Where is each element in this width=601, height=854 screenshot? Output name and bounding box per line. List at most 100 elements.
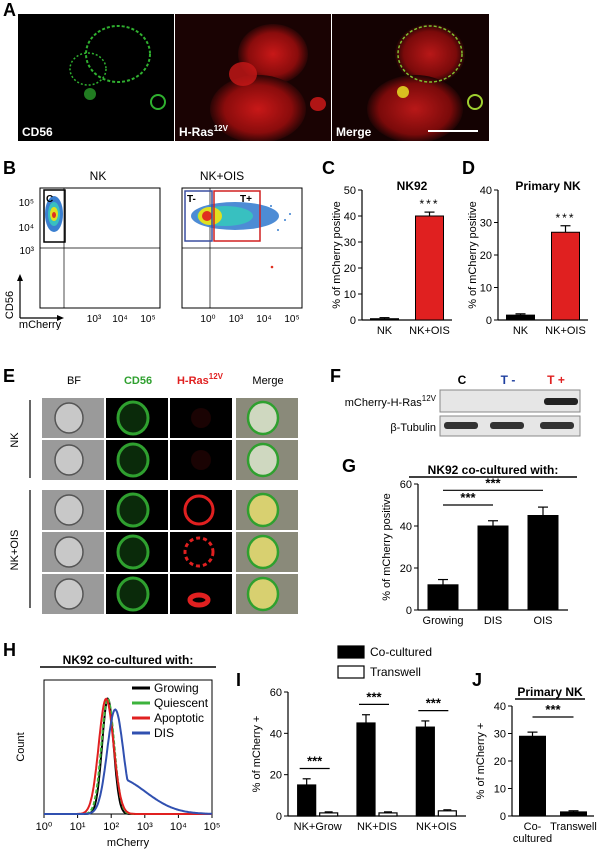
xtick: 10⁵: [140, 314, 155, 325]
y-axis-label: % of mCherry +: [475, 723, 487, 800]
bar: [519, 735, 546, 817]
cd56-cell: [116, 534, 150, 570]
xtick: 10⁴: [112, 314, 127, 325]
xtick: 10³: [87, 314, 102, 325]
merge-cell: [246, 534, 280, 570]
chart-title: NK92 co-cultured with:: [63, 653, 194, 667]
image-row: [42, 490, 298, 530]
bf-cell: [54, 536, 84, 568]
bar: [527, 515, 559, 611]
legend-label: DIS: [154, 726, 174, 740]
bar: [477, 525, 509, 611]
chart-g: 0 20 40 60 % of mCherry positive NK92 co-cult…: [381, 463, 577, 627]
sig-label: ***: [366, 689, 382, 704]
lane-c: C: [458, 373, 467, 387]
image-row: [42, 440, 298, 480]
chart-title: Primary NK: [515, 179, 581, 193]
y-tick-label: 30: [480, 218, 492, 230]
panel-letter-d: D: [462, 158, 475, 178]
panel-letter-b: B: [3, 158, 16, 178]
col-header-cd56: CD56: [124, 375, 152, 387]
gate-c-label: C: [46, 194, 53, 205]
sig-label: ***: [555, 211, 575, 225]
sig-label: ***: [426, 696, 442, 711]
x-tick-label: NK+DIS: [357, 821, 397, 833]
flow-dots-nk: [45, 196, 63, 232]
band-ras-tplus: [544, 398, 578, 405]
y-tick-label: 40: [400, 521, 412, 533]
x-tick-label: NK+OIS: [545, 325, 586, 337]
y-tick-label: 30: [494, 729, 506, 741]
y-tick-label: 20: [270, 770, 282, 782]
x-tick-label: NK+OIS: [409, 325, 450, 337]
panel-letter-h: H: [3, 640, 16, 660]
x-tick-label: OIS: [534, 615, 553, 627]
panel-a-microscopy: CD56 H-Ras12V Merge: [18, 14, 489, 143]
row-group-nk: NK: [9, 432, 21, 448]
sig-label: ***: [460, 490, 476, 505]
panel-e-imaging: BF CD56 H-Ras12V Merge NK NK+OIS: [9, 372, 298, 614]
merge-image: [367, 24, 483, 143]
chart-title: NK92: [397, 179, 428, 193]
x-tick-label: NK+Grow: [294, 821, 342, 833]
gate-t-plus-label: T+: [240, 194, 252, 205]
chart-d: 0 10 20 30 40% of mCherry positive Primary NK…: [467, 179, 588, 337]
bar: [427, 584, 459, 611]
x-tick-label: Growing: [423, 615, 464, 627]
merge-label: Merge: [336, 125, 372, 139]
bf-cell: [54, 444, 84, 476]
y-tick-label: 0: [406, 605, 412, 617]
panel-letter-f: F: [330, 366, 341, 386]
flow-y-axis: CD56: [4, 291, 16, 319]
legend-label: Transwell: [370, 665, 421, 679]
legend-label: Apoptotic: [154, 711, 204, 725]
sig-label: ***: [545, 702, 561, 717]
bar: [319, 812, 339, 817]
gate-t-minus-label: T-: [187, 194, 196, 205]
hras-label: H-Ras12V: [179, 124, 229, 139]
merge-cell: [246, 576, 280, 612]
bf-cell: [54, 494, 84, 526]
chart-h: NK92 co-cultured with: 10⁰ 10¹ 10² 10³ 10⁴ 10⁵…: [15, 653, 220, 849]
xtick: 10³: [229, 314, 244, 325]
panel-f-western: C T - T + mCherry-H-Ras12V β-Tubulin: [345, 373, 581, 437]
bar: [415, 215, 444, 321]
bar: [506, 314, 535, 321]
panel-letter-i: I: [236, 670, 242, 690]
x-tick-label: 10⁵: [204, 821, 220, 833]
y-tick-label: 40: [270, 728, 282, 740]
bf-cell: [54, 402, 84, 434]
col-header-merge: Merge: [252, 375, 283, 387]
chart-title: Primary NK: [517, 685, 583, 699]
y-tick-label: 0: [500, 811, 506, 823]
y-tick-label: 40: [494, 701, 506, 713]
legend-swatch: [337, 665, 365, 679]
ras-tile: [170, 532, 232, 572]
xtick: 10⁴: [256, 314, 271, 325]
band-tubulin-tplus: [540, 422, 574, 429]
bar: [437, 810, 457, 817]
panel-a-images: CD56 H-Ras12V Merge: [18, 14, 489, 143]
cd56-cell: [116, 442, 150, 478]
ras-signal: [191, 450, 211, 470]
x-tick-label: DIS: [484, 615, 502, 627]
panel-b-flow: NK NK+OIS C 10⁵ 10⁴ 10³ 10³ 10⁴ 10⁵ CD56…: [4, 169, 303, 330]
panel-letter-c: C: [322, 158, 335, 178]
panel-letter-e: E: [3, 366, 16, 386]
bar: [356, 722, 376, 817]
legend-swatch: [337, 645, 365, 659]
chart-i: 0 20 40 60 % of mCherry + Co-cultured Transwel…: [251, 645, 466, 833]
chart-j: 0 10 20 30 40 % of mCherry + Primary NK Co-cult…: [475, 685, 597, 845]
x-tick-label: 10⁴: [170, 821, 187, 833]
panel-letter-j: J: [472, 670, 483, 690]
col-header-bf: BF: [67, 375, 81, 387]
panel-letter-a: A: [3, 0, 16, 20]
sig-label: ***: [307, 753, 323, 768]
x-tick-label: NK+OIS: [416, 821, 457, 833]
ras-signal: [183, 494, 215, 526]
y-tick-label: 20: [344, 263, 356, 275]
xtick: 10⁰: [200, 314, 215, 325]
y-tick-label: 10: [344, 289, 356, 301]
bar: [551, 231, 580, 321]
cd56-cell: [116, 492, 150, 528]
